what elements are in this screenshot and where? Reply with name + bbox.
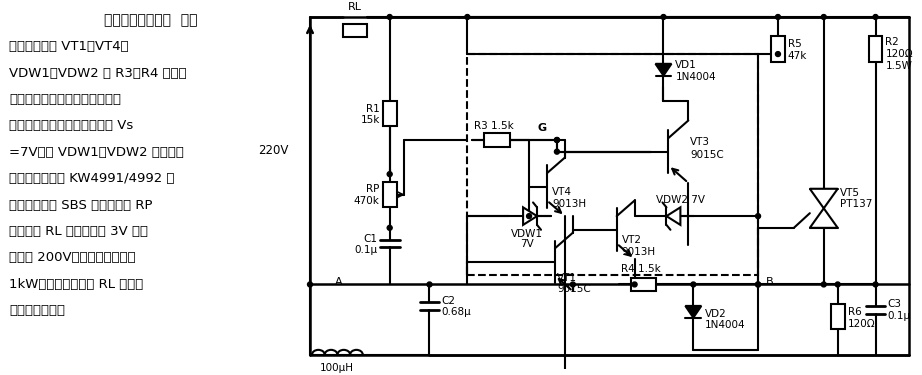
Text: 0.1μ: 0.1μ [355, 245, 378, 255]
Text: 15k: 15k [361, 116, 380, 126]
Text: 压决定，效果与 KW4991/4992 相: 压决定，效果与 KW4991/4992 相 [9, 172, 175, 185]
Text: 9015C: 9015C [557, 284, 591, 294]
Circle shape [465, 15, 470, 20]
Text: VT5: VT5 [840, 188, 859, 198]
Circle shape [387, 15, 392, 20]
Text: VD2: VD2 [705, 309, 727, 319]
Text: C1: C1 [363, 234, 378, 244]
Text: RL: RL [348, 2, 361, 12]
Text: VT2: VT2 [621, 234, 642, 244]
Text: R6: R6 [847, 307, 861, 317]
Polygon shape [667, 207, 680, 225]
Polygon shape [685, 306, 702, 318]
Circle shape [632, 282, 637, 287]
Text: 当，可以取代 SBS 电路，调节 RP: 当，可以取代 SBS 电路，调节 RP [9, 198, 153, 211]
Text: 部结构连接成的，其转折电压 Vs: 部结构连接成的，其转折电压 Vs [9, 120, 134, 132]
Polygon shape [656, 64, 671, 75]
Circle shape [873, 282, 878, 287]
Text: R3 1.5k: R3 1.5k [474, 121, 514, 131]
Text: 变化到 200V，电路最大功率＜: 变化到 200V，电路最大功率＜ [9, 251, 136, 264]
Text: 9015C: 9015C [691, 150, 724, 160]
Text: B: B [766, 278, 774, 288]
Circle shape [387, 225, 392, 230]
Text: 0.68μ: 0.68μ [442, 307, 471, 317]
Text: 局部电路是按硅集成双向开关内: 局部电路是按硅集成双向开关内 [9, 93, 122, 106]
Text: 100μH: 100μH [320, 363, 354, 374]
Text: VT3: VT3 [691, 137, 710, 147]
Polygon shape [810, 189, 838, 208]
Circle shape [775, 52, 780, 57]
Text: 9013H: 9013H [621, 247, 656, 257]
Text: 120Ω: 120Ω [847, 320, 875, 330]
Text: PT137: PT137 [840, 200, 872, 209]
Text: 0.1μ: 0.1μ [888, 311, 911, 321]
Text: G: G [538, 123, 547, 133]
Bar [631, 278, 656, 291]
Text: 中点画线框内 VT1～VT4、: 中点画线框内 VT1～VT4、 [9, 40, 129, 53]
Circle shape [308, 282, 313, 287]
Text: R5: R5 [788, 39, 801, 49]
Text: 1N4004: 1N4004 [705, 321, 746, 330]
Text: C3: C3 [888, 299, 902, 309]
Text: R2: R2 [885, 38, 899, 47]
Circle shape [554, 149, 560, 154]
Circle shape [873, 15, 878, 20]
Text: 电机、灯泡等。: 电机、灯泡等。 [9, 304, 65, 317]
Circle shape [755, 214, 761, 219]
Text: A: A [335, 278, 343, 288]
Circle shape [571, 282, 575, 287]
Circle shape [554, 138, 560, 142]
Circle shape [835, 282, 840, 287]
Circle shape [691, 282, 696, 287]
Circle shape [755, 282, 761, 287]
Text: 9013H: 9013H [552, 200, 586, 209]
Text: RP: RP [366, 184, 380, 194]
Circle shape [661, 15, 666, 20]
Text: R1: R1 [366, 104, 380, 114]
Polygon shape [810, 208, 838, 228]
Text: VDW1、VDW2 及 R3、R4 组成的: VDW1、VDW2 及 R3、R4 组成的 [9, 67, 187, 80]
Bar [771, 36, 785, 62]
Text: VDW2 7V: VDW2 7V [656, 195, 705, 206]
Circle shape [755, 282, 761, 287]
Bar [831, 304, 845, 329]
Text: 120Ω: 120Ω [885, 49, 913, 59]
Bar [484, 133, 510, 147]
Text: VT4: VT4 [552, 187, 572, 197]
Bar [383, 101, 396, 126]
Text: 可使负载 RL 上的电压从 3V 线性: 可使负载 RL 上的电压从 3V 线性 [9, 225, 148, 238]
Text: 1kW。电路中的负载 RL 可以是: 1kW。电路中的负载 RL 可以是 [9, 278, 144, 291]
Text: VD1: VD1 [676, 60, 697, 70]
Text: VDW1: VDW1 [511, 229, 543, 239]
Bar [343, 24, 367, 38]
Text: 1N4004: 1N4004 [676, 72, 716, 81]
Text: 220V: 220V [258, 144, 288, 157]
Circle shape [822, 282, 826, 287]
Bar [869, 36, 882, 62]
Text: 47k: 47k [788, 51, 808, 61]
Circle shape [554, 138, 560, 142]
Text: =7V，由 VDW1、VDW2 的击穿电: =7V，由 VDW1、VDW2 的击穿电 [9, 146, 184, 159]
Circle shape [822, 15, 826, 20]
Text: 470k: 470k [354, 196, 380, 207]
Text: 1.5W: 1.5W [885, 61, 913, 71]
Text: 无滞后的相控电路  电路: 无滞后的相控电路 电路 [104, 13, 197, 27]
Text: VT1: VT1 [557, 273, 577, 283]
Circle shape [427, 282, 432, 287]
Circle shape [387, 172, 392, 177]
Circle shape [526, 214, 532, 219]
Polygon shape [523, 207, 537, 225]
Bar [467, 54, 758, 275]
Text: C2: C2 [442, 296, 455, 306]
Text: 7V: 7V [520, 239, 534, 249]
Bar [383, 182, 396, 207]
Circle shape [775, 15, 780, 20]
Text: R4 1.5k: R4 1.5k [621, 264, 660, 274]
